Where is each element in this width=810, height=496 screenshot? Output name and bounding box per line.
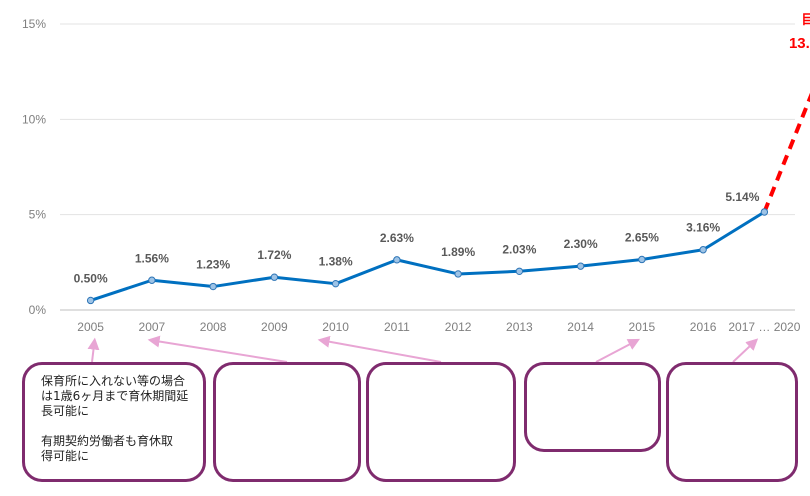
data-label: 1.23% [196, 258, 230, 272]
x-tick-label: 2013 [506, 320, 533, 334]
data-point [393, 256, 401, 264]
x-tick-label: 2005 [77, 320, 104, 334]
x-tick-label: 2015 [629, 320, 656, 334]
data-label: 1.38% [319, 255, 353, 269]
data-point [148, 276, 156, 284]
y-axis-ticks: 0% 5% 10% 15% [22, 17, 46, 317]
target-dashed-line [762, 92, 810, 213]
annotation-arrows [87, 335, 759, 363]
data-label: 1.89% [441, 245, 475, 259]
annotation-box-2017 [666, 362, 798, 482]
annotation-box-2015 [524, 362, 661, 452]
x-tick-label: 2016 [690, 320, 717, 334]
data-point [760, 208, 769, 216]
x-tick-label: 2014 [567, 320, 594, 334]
data-labels: 0.50% 1.56% 1.23% 1.72% 1.38% 2.63% 1.89% 2.03%… [74, 190, 760, 285]
gridlines [60, 23, 795, 311]
annotation-arrow [732, 338, 759, 363]
data-point [576, 262, 585, 270]
target-projection: 目標 13.00% [762, 12, 810, 213]
annotation-arrow [147, 335, 288, 363]
data-label: 2.63% [380, 231, 414, 245]
annotation-arrow [595, 338, 640, 363]
y-tick-label: 10% [22, 112, 46, 126]
data-label: 0.50% [74, 271, 108, 285]
data-label: 3.16% [686, 221, 720, 235]
data-point [515, 267, 524, 275]
x-axis-ticks: 2005 2007 2008 2009 2010 2011 2012 2013 2014 2015… [77, 320, 800, 334]
x-tick-label: 2017 … 2020 [728, 320, 800, 334]
data-point [86, 296, 95, 305]
data-label: 2.30% [564, 237, 598, 251]
series-line [90, 210, 766, 302]
annotation-box-2005: 保育所に入れない等の場合 は1歳6ヶ月まで育休期間延 長可能に 有期契約労働者も… [22, 362, 206, 482]
data-label: 2.03% [502, 242, 536, 256]
data-point [699, 246, 707, 254]
data-point [454, 270, 462, 278]
data-label: 2.65% [625, 230, 659, 244]
x-tick-label: 2010 [322, 320, 349, 334]
data-label: 1.72% [257, 248, 291, 262]
data-label: 1.56% [135, 251, 169, 265]
data-point [638, 255, 646, 264]
data-point [209, 282, 217, 291]
x-tick-label: 2008 [200, 320, 227, 334]
y-tick-label: 0% [29, 303, 47, 317]
x-tick-label: 2007 [139, 320, 166, 334]
y-tick-label: 15% [22, 17, 46, 31]
y-tick-label: 5% [29, 208, 47, 222]
target-title: 目標 [801, 12, 810, 28]
annotation-box-2010 [366, 362, 516, 482]
data-label: 5.14% [725, 190, 759, 204]
data-point [270, 273, 279, 281]
x-tick-label: 2011 [384, 320, 410, 334]
data-point [331, 279, 340, 288]
data-points [86, 208, 769, 305]
series-line-path [90, 210, 766, 302]
annotation-arrow [87, 337, 100, 363]
annotation-box-2007 [213, 362, 361, 482]
target-value-label: 13.00% [789, 35, 810, 52]
annotation-arrow [317, 335, 442, 363]
x-tick-label: 2009 [261, 320, 288, 334]
x-tick-label: 2012 [445, 320, 472, 334]
